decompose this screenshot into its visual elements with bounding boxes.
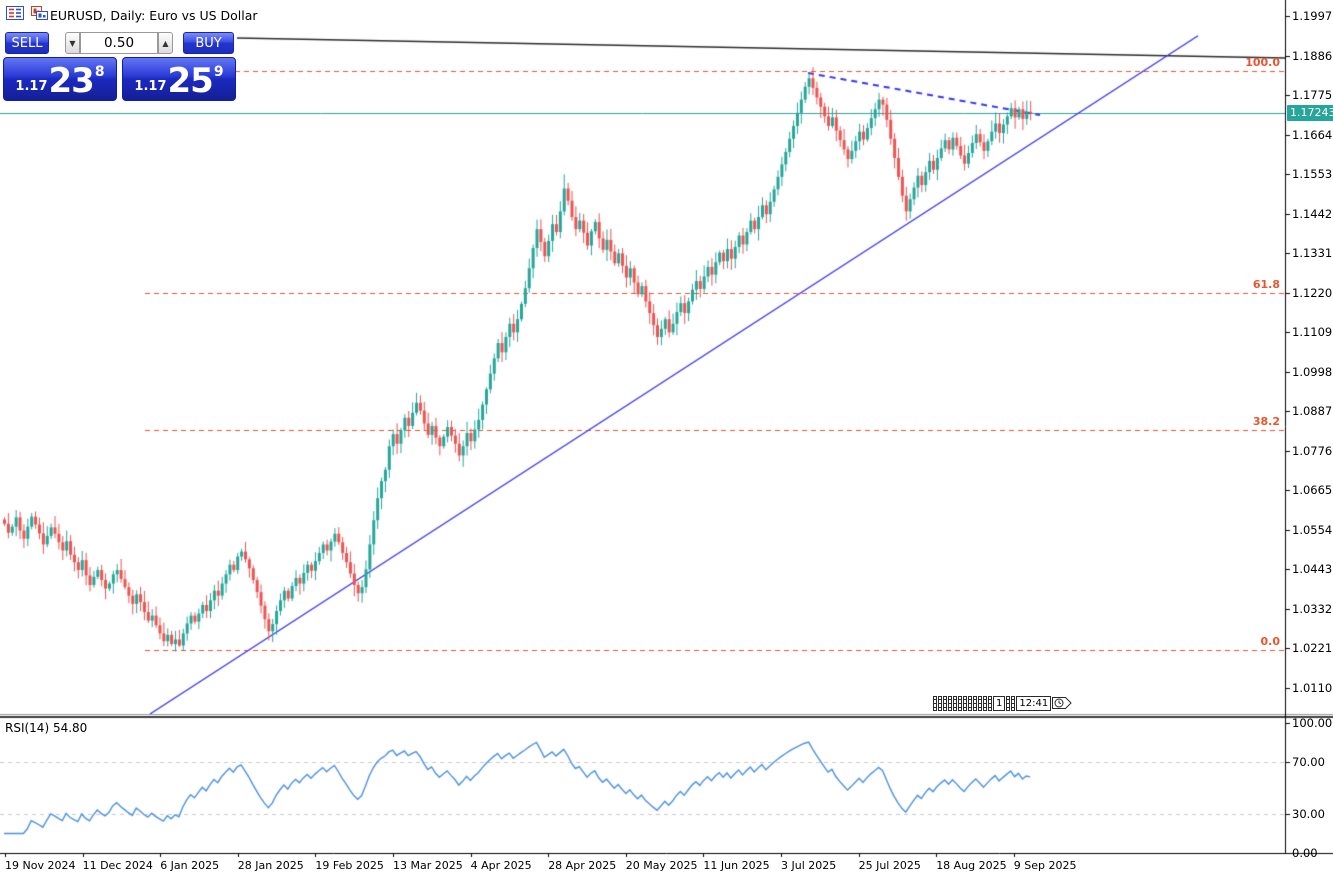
price-tick-label: 1.01100 xyxy=(1292,680,1333,695)
buy-price-big: 25 xyxy=(167,61,214,102)
lot-size-input[interactable]: 0.50 xyxy=(80,32,158,54)
sell-button[interactable]: SELL xyxy=(5,32,49,54)
price-tick-label: 1.02210 xyxy=(1292,641,1333,655)
fib-level-label: 100.0 xyxy=(1245,56,1280,70)
header-icons xyxy=(6,6,48,20)
date-tick-label: 19 Feb 2025 xyxy=(315,859,384,872)
price-tick-label: 1.11090 xyxy=(1292,325,1333,339)
spread-increase-button[interactable]: ▲ xyxy=(158,32,173,54)
quotes-list-icon[interactable] xyxy=(6,6,24,20)
rsi-tick-label: 100.00 xyxy=(1292,716,1333,730)
rsi-tick-label: 0.00 xyxy=(1292,846,1318,860)
countdown-bar-icon xyxy=(958,695,962,711)
price-tick-label: 1.13310 xyxy=(1292,246,1333,260)
fib-level-label: 61.8 xyxy=(1252,277,1280,291)
countdown-bar-icon xyxy=(968,695,972,711)
sell-price-sup: 8 xyxy=(94,64,105,80)
price-tick-label: 1.12200 xyxy=(1292,285,1333,300)
sell-price-big: 23 xyxy=(48,61,95,102)
current-price-tag: 1.17243 xyxy=(1287,104,1333,121)
date-tick-label: 28 Apr 2025 xyxy=(548,859,617,872)
price-tick-label: 1.15530 xyxy=(1292,167,1333,181)
date-tick-label: 28 Jan 2025 xyxy=(237,859,304,872)
spread-decrease-button[interactable]: ▼ xyxy=(65,32,80,54)
bar-countdown-widget[interactable]: 1 12:41 xyxy=(933,695,1072,711)
price-tick-label: 1.06650 xyxy=(1292,483,1333,497)
buy-button[interactable]: BUY xyxy=(183,32,234,54)
sell-price-panel[interactable]: 1.17 23 8 xyxy=(3,57,117,101)
countdown-bar-icon xyxy=(963,695,967,711)
date-tick-label: 11 Jun 2025 xyxy=(703,859,770,872)
price-tick-label: 1.05540 xyxy=(1292,522,1333,537)
countdown-bar-icon xyxy=(953,695,957,711)
countdown-bar-icon xyxy=(1011,695,1016,711)
price-tick-label: 1.19970 xyxy=(1292,9,1333,23)
rsi-tick-label: 30.00 xyxy=(1292,807,1325,821)
clock-icon xyxy=(1052,697,1072,709)
date-tick-label: 6 Jan 2025 xyxy=(160,859,220,872)
price-tick-label: 1.17750 xyxy=(1292,88,1333,102)
fib-level-label: 0.0 xyxy=(1260,635,1281,649)
countdown-bar-icon xyxy=(983,695,987,711)
countdown-bar-icon xyxy=(943,695,947,711)
countdown-bar-icon xyxy=(938,695,942,711)
price-tick-label: 1.14420 xyxy=(1292,206,1333,221)
countdown-bar-icon xyxy=(948,695,952,711)
date-tick-label: 19 Nov 2024 xyxy=(5,859,76,872)
buy-price-sup: 9 xyxy=(213,64,224,80)
price-tick-label: 1.09980 xyxy=(1292,364,1333,379)
countdown-bar-icon xyxy=(978,695,982,711)
buy-price-panel[interactable]: 1.17 25 9 xyxy=(122,57,236,101)
price-tick-label: 1.18860 xyxy=(1292,48,1333,63)
buy-price-prefix: 1.17 xyxy=(134,79,167,94)
countdown-bar-icon xyxy=(973,695,977,711)
rsi-indicator-label: RSI(14) 54.80 xyxy=(5,721,88,735)
date-tick-label: 4 Apr 2025 xyxy=(470,859,532,872)
date-tick-label: 18 Aug 2025 xyxy=(936,859,1007,872)
price-tick-label: 1.07760 xyxy=(1292,443,1333,458)
rsi-tick-label: 70.00 xyxy=(1292,755,1325,769)
date-tick-label: 3 Jul 2025 xyxy=(781,859,837,872)
countdown-bar-number: 1 xyxy=(993,695,1006,711)
price-tick-label: 1.04430 xyxy=(1292,562,1333,576)
countdown-bar-icon xyxy=(988,695,992,711)
price-tick-label: 1.03320 xyxy=(1292,601,1333,616)
date-tick-label: 11 Dec 2024 xyxy=(82,859,153,872)
countdown-time: 12:41 xyxy=(1016,695,1052,711)
chart-title: EURUSD, Daily: Euro vs US Dollar xyxy=(50,8,258,23)
fib-level-label: 38.2 xyxy=(1252,414,1280,428)
price-tick-label: 1.16640 xyxy=(1292,127,1333,142)
date-tick-label: 20 May 2025 xyxy=(625,859,698,872)
price-tick-label: 1.08870 xyxy=(1292,404,1333,418)
date-tick-label: 9 Sep 2025 xyxy=(1013,859,1077,872)
countdown-bar-icon xyxy=(1006,695,1011,711)
date-tick-label: 13 Mar 2025 xyxy=(393,859,463,872)
date-tick-label: 25 Jul 2025 xyxy=(858,859,921,872)
sell-price-prefix: 1.17 xyxy=(15,79,48,94)
chart-window-icon[interactable] xyxy=(30,6,48,20)
countdown-bar-icon xyxy=(933,695,937,711)
